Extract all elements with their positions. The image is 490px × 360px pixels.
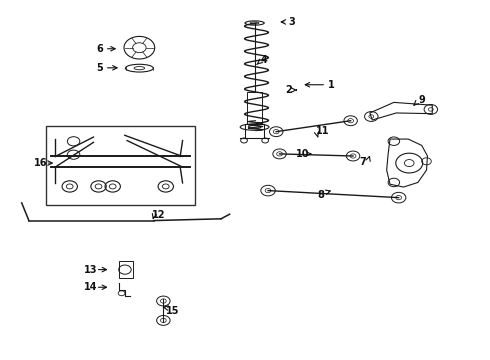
Text: 13: 13 xyxy=(84,265,97,275)
Bar xyxy=(119,261,133,278)
Text: 12: 12 xyxy=(152,210,165,220)
Bar xyxy=(247,92,262,123)
Text: 7: 7 xyxy=(360,157,367,167)
Text: 5: 5 xyxy=(96,63,103,73)
Text: 15: 15 xyxy=(166,306,180,315)
Bar xyxy=(46,126,195,206)
Text: 1: 1 xyxy=(328,80,335,90)
Text: 9: 9 xyxy=(418,95,425,105)
Text: 6: 6 xyxy=(96,44,103,54)
Text: 3: 3 xyxy=(289,17,295,27)
Text: 11: 11 xyxy=(316,126,329,136)
Text: 2: 2 xyxy=(285,85,292,95)
Text: 8: 8 xyxy=(318,190,324,200)
Text: 4: 4 xyxy=(261,55,268,65)
Text: 14: 14 xyxy=(84,282,97,292)
Text: 10: 10 xyxy=(296,149,309,159)
Text: 16: 16 xyxy=(34,158,47,168)
